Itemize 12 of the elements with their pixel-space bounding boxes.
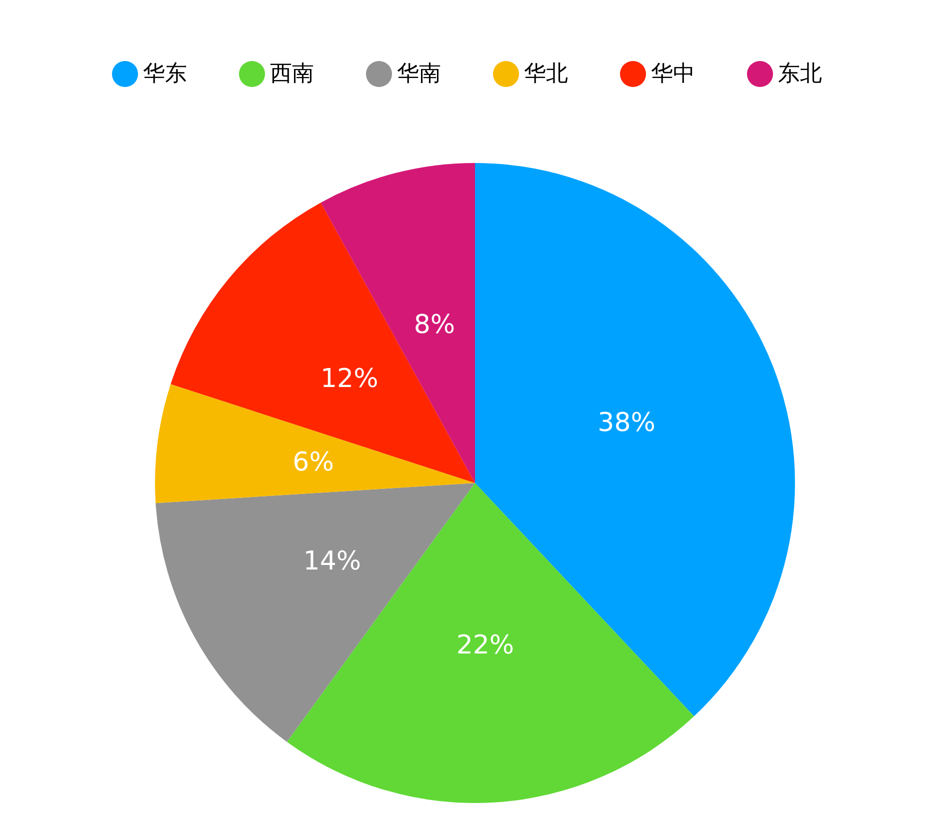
data-label: 14% bbox=[303, 546, 362, 577]
legend-label: 西南 bbox=[270, 62, 314, 86]
data-label: 22% bbox=[456, 630, 514, 661]
data-label: 38% bbox=[598, 408, 656, 438]
legend-label: 华中 bbox=[651, 62, 695, 86]
legend-label: 东北 bbox=[778, 62, 822, 86]
data-label: 12% bbox=[320, 364, 378, 394]
legend-label: 华东 bbox=[143, 62, 187, 86]
data-label: 8% bbox=[414, 310, 456, 340]
legend-label: 华南 bbox=[397, 62, 441, 86]
data-label: 6% bbox=[292, 448, 334, 478]
legend-label: 华北 bbox=[524, 62, 568, 86]
